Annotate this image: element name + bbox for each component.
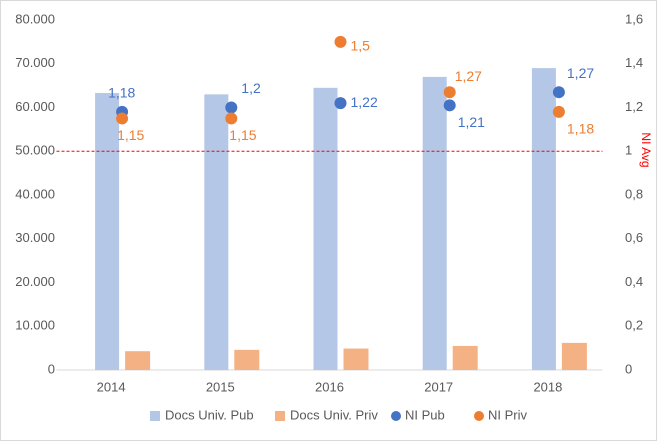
data-label: 1,5	[351, 38, 371, 54]
y2-tick-label: 1,4	[625, 55, 643, 70]
bar	[531, 68, 556, 370]
bar	[561, 342, 587, 370]
ni-point	[334, 97, 347, 110]
y-tick-label: 20.000	[15, 274, 55, 289]
ni-point	[225, 101, 238, 114]
ni-point	[334, 35, 347, 48]
y2-tick-label: 0,6	[625, 230, 643, 245]
data-label: 1,27	[567, 65, 594, 81]
data-label: 1,15	[229, 127, 256, 143]
legend-label: NI Priv	[488, 407, 528, 422]
legend-marker	[275, 411, 285, 421]
x-tick-label: 2017	[424, 379, 453, 394]
legend-label: Docs Univ. Priv	[290, 407, 378, 422]
bar	[234, 349, 260, 370]
ni-point	[443, 86, 456, 99]
y2-tick-label: 1,2	[625, 99, 643, 114]
legend-label: NI Pub	[405, 407, 445, 422]
y2-tick-label: 1,6	[625, 11, 643, 26]
y-tick-label: 30.000	[15, 230, 55, 245]
legend-marker	[391, 411, 401, 421]
y-tick-label: 0	[48, 361, 55, 376]
y2-tick-label: 1	[625, 143, 632, 158]
bar	[452, 345, 478, 370]
bar	[343, 348, 369, 370]
y-tick-label: 40.000	[15, 186, 55, 201]
data-label: 1,2	[241, 80, 261, 96]
y-tick-label: 60.000	[15, 99, 55, 114]
bar	[95, 93, 120, 370]
legend-marker	[150, 411, 160, 421]
bar	[204, 94, 229, 370]
bar	[313, 87, 338, 370]
legend-marker	[474, 411, 484, 421]
y2-tick-label: 0,2	[625, 318, 643, 333]
data-label: 1,21	[458, 114, 485, 130]
ni-point	[552, 86, 565, 99]
bar	[422, 76, 447, 370]
ni-point	[552, 105, 565, 118]
y2-tick-label: 0,4	[625, 274, 643, 289]
bar	[125, 351, 151, 370]
ni-point	[225, 112, 238, 125]
ni-point	[116, 112, 129, 125]
y-tick-label: 10.000	[15, 318, 55, 333]
y-tick-label: 80.000	[15, 11, 55, 26]
data-label: 1,22	[351, 94, 378, 110]
data-label: 1,18	[567, 121, 594, 137]
data-label: 1,18	[108, 85, 135, 101]
y2-axis-label: NI Avg	[639, 132, 653, 167]
y2-tick-label: 0	[625, 361, 632, 376]
data-label: 1,27	[455, 68, 482, 84]
x-tick-label: 2014	[97, 379, 126, 394]
legend-label: Docs Univ. Pub	[165, 407, 254, 422]
x-tick-label: 2015	[206, 379, 235, 394]
ni-point	[443, 99, 456, 112]
y2-tick-label: 0,8	[625, 186, 643, 201]
x-tick-label: 2016	[315, 379, 344, 394]
x-tick-label: 2018	[533, 379, 562, 394]
y-tick-label: 70.000	[15, 55, 55, 70]
y-tick-label: 50.000	[15, 143, 55, 158]
data-label: 1,15	[117, 127, 144, 143]
